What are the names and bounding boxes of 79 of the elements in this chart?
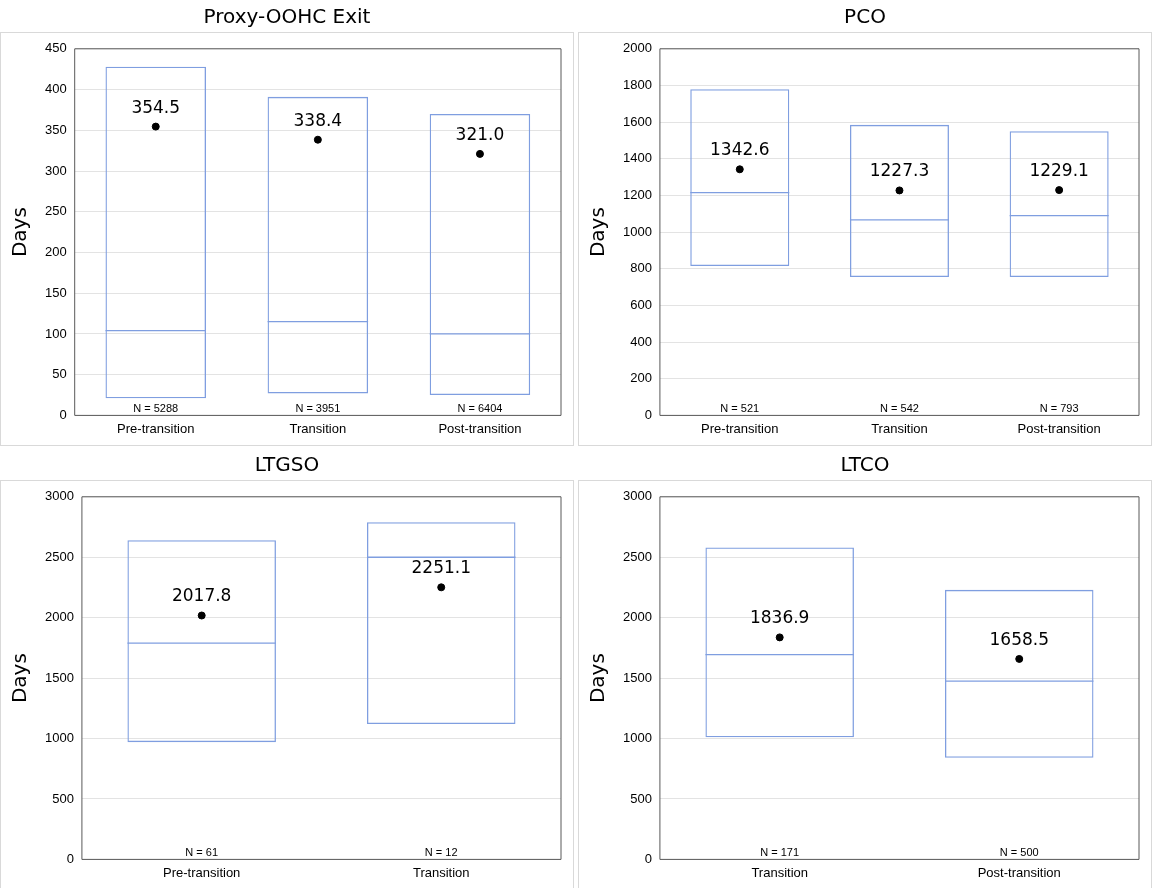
x-tick-label: Pre-transition bbox=[117, 420, 195, 436]
point bbox=[151, 122, 160, 131]
y-tick-label: 3000 bbox=[623, 488, 652, 504]
y-tick-label: 2000 bbox=[623, 40, 652, 56]
data-label: 2251.1 bbox=[411, 557, 471, 578]
y-tick-label: 1500 bbox=[45, 669, 74, 685]
y-tick-label: 1800 bbox=[623, 77, 652, 93]
y-tick-label: 1000 bbox=[623, 223, 652, 239]
y-tick-label: 300 bbox=[44, 162, 67, 178]
chart-title: PCO bbox=[843, 3, 887, 30]
y-tick-label: 2500 bbox=[623, 548, 652, 564]
point bbox=[895, 186, 904, 195]
annotation: N = 171 bbox=[760, 845, 800, 858]
y-tick-label: 1000 bbox=[623, 730, 652, 746]
y-tick-label: 350 bbox=[44, 121, 67, 137]
y-tick-label: 3000 bbox=[45, 488, 74, 504]
x-tick-label: Post-transition bbox=[1017, 420, 1101, 436]
point bbox=[475, 149, 484, 158]
chart-title: Proxy-OOHC Exit bbox=[202, 3, 372, 30]
annotation: N = 793 bbox=[1039, 401, 1079, 414]
y-tick-label: 200 bbox=[44, 244, 67, 260]
x-tick-label: Post-transition bbox=[977, 864, 1061, 880]
data-label: 321.0 bbox=[455, 123, 505, 144]
x-tick-label: Pre-transition bbox=[163, 864, 241, 880]
y-tick-label: 0 bbox=[59, 406, 67, 422]
y-tick-label: 400 bbox=[630, 333, 652, 349]
point bbox=[735, 165, 744, 174]
data-label: 354.5 bbox=[131, 96, 181, 117]
y-tick-label: 2000 bbox=[45, 609, 74, 625]
annotation: N = 61 bbox=[185, 845, 219, 858]
y-tick-label: 800 bbox=[630, 260, 652, 276]
annotation: N = 3951 bbox=[295, 401, 341, 414]
annotation: N = 521 bbox=[720, 401, 760, 414]
y-tick-label: 2500 bbox=[45, 548, 74, 564]
y-tick-label: 1600 bbox=[623, 113, 652, 129]
y-tick-label: 200 bbox=[630, 370, 652, 386]
y-tick-label: 1000 bbox=[45, 730, 74, 746]
data-label: 1227.3 bbox=[869, 160, 930, 181]
annotation: N = 542 bbox=[880, 401, 919, 414]
x-tick-label: Post-transition bbox=[438, 420, 522, 436]
x-tick-label: Transition bbox=[751, 864, 808, 880]
annotation: N = 500 bbox=[999, 845, 1039, 858]
x-tick-label: Transition bbox=[289, 420, 347, 436]
y-tick-label: 0 bbox=[644, 850, 652, 866]
data-label: 1836.9 bbox=[749, 607, 810, 628]
y-tick-label: 450 bbox=[44, 40, 67, 56]
y-tick-label: 500 bbox=[52, 790, 74, 806]
annotation: N = 6404 bbox=[457, 401, 503, 414]
y-tick-label: 600 bbox=[630, 297, 652, 312]
y-tick-label: 250 bbox=[44, 203, 67, 219]
y-axis-title: Days bbox=[585, 207, 610, 258]
y-tick-label: 100 bbox=[44, 325, 67, 341]
y-axis-title: Days bbox=[7, 653, 32, 704]
y-tick-label: 2000 bbox=[623, 609, 652, 625]
annotation: N = 5288 bbox=[133, 401, 179, 414]
x-tick-label: Transition bbox=[412, 864, 470, 880]
y-tick-label: 1200 bbox=[623, 187, 652, 203]
y-tick-label: 400 bbox=[44, 81, 67, 97]
data-label: 1229.1 bbox=[1029, 160, 1089, 181]
x-tick-label: Pre-transition bbox=[701, 420, 779, 436]
chart-title: LTGSO bbox=[253, 451, 321, 478]
data-label: 1342.6 bbox=[710, 139, 770, 160]
y-tick-label: 150 bbox=[44, 284, 67, 300]
point bbox=[1055, 186, 1064, 195]
y-tick-label: 50 bbox=[52, 366, 67, 382]
data-label: 1658.5 bbox=[989, 628, 1049, 649]
data-label: 2017.8 bbox=[171, 585, 232, 606]
y-tick-label: 0 bbox=[66, 850, 74, 866]
y-tick-label: 0 bbox=[644, 406, 652, 422]
data-label: 338.4 bbox=[293, 109, 343, 130]
y-tick-label: 1500 bbox=[623, 669, 652, 685]
point bbox=[313, 135, 322, 144]
y-tick-label: 500 bbox=[630, 790, 652, 806]
x-tick-label: Transition bbox=[871, 420, 928, 436]
y-tick-label: 1400 bbox=[623, 150, 652, 166]
annotation: N = 12 bbox=[424, 845, 458, 858]
y-axis-title: Days bbox=[7, 207, 32, 258]
chart-title: LTCO bbox=[839, 451, 891, 478]
y-axis-title: Days bbox=[585, 653, 610, 704]
